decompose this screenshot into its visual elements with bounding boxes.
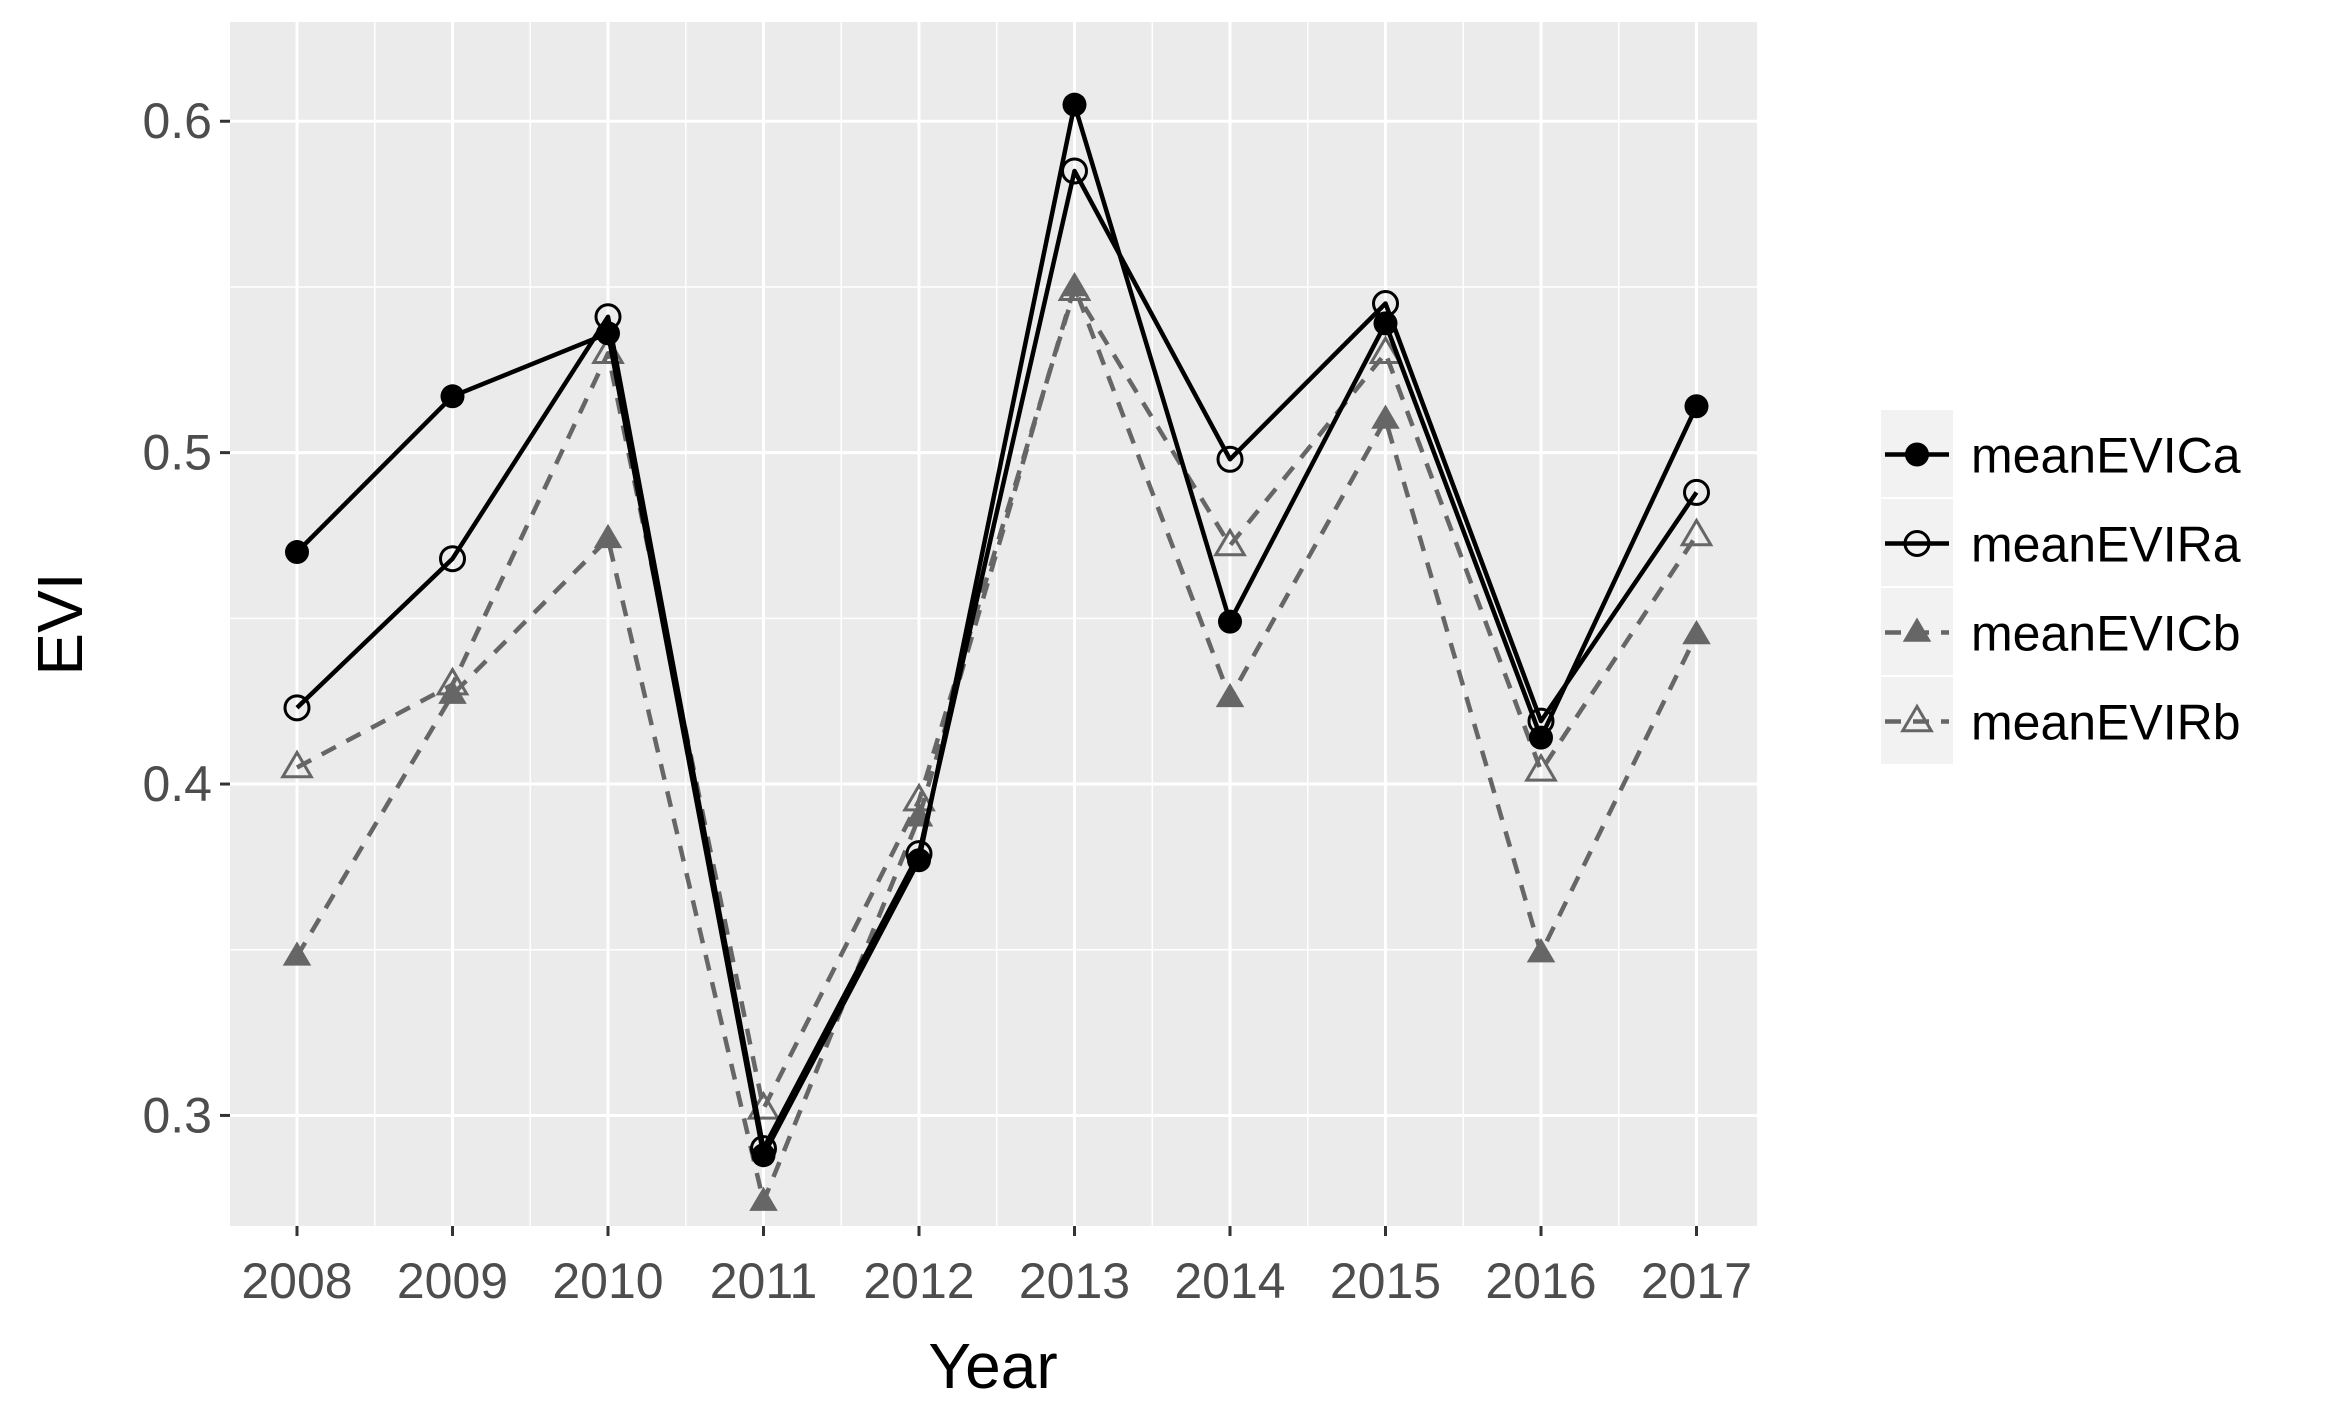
series-layer <box>280 92 1714 1211</box>
x-tick-label: 2014 <box>1174 1253 1285 1309</box>
plot-panel <box>230 22 1757 1226</box>
y-tick-label: 0.6 <box>142 93 212 149</box>
axis-labels: 0.3 0.4 0.5 0.6 2008 2009 2010 2011 2012 2013 2014… <box>142 93 1752 1309</box>
x-axis-title: Year <box>928 1330 1057 1402</box>
legend-label: meanEVIRb <box>1971 695 2241 751</box>
legend-label: meanEVICb <box>1971 606 2241 662</box>
x-tick-label: 2017 <box>1641 1253 1752 1309</box>
x-tick-label: 2016 <box>1485 1253 1596 1309</box>
data-point <box>1684 394 1709 419</box>
legend-key-marker <box>1902 617 1932 642</box>
legend-label: meanEVICa <box>1971 428 2241 484</box>
legend-label: meanEVIRa <box>1971 517 2241 573</box>
data-point <box>1215 682 1245 708</box>
data-point <box>1060 271 1089 297</box>
data-point <box>593 523 623 549</box>
data-point <box>282 941 312 966</box>
data-point <box>1682 619 1711 645</box>
grid-major <box>230 22 1757 1226</box>
x-tick-label: 2012 <box>863 1253 974 1309</box>
x-tick-label: 2015 <box>1330 1253 1441 1309</box>
legend-key-marker <box>1905 442 1929 467</box>
data-point <box>438 679 467 704</box>
data-point <box>749 1186 778 1211</box>
data-point <box>1524 752 1558 782</box>
y-tick-label: 0.5 <box>142 425 212 481</box>
data-point <box>440 384 465 409</box>
series-line <box>295 102 1699 1158</box>
legend-key-marker <box>1903 530 1931 557</box>
series-line <box>295 168 1699 1151</box>
y-tick-label: 0.4 <box>142 756 212 812</box>
legend-key-marker <box>1900 703 1934 733</box>
data-point <box>280 749 314 779</box>
data-point <box>1216 445 1244 473</box>
data-point <box>283 694 311 722</box>
x-tick-label: 2008 <box>241 1253 352 1309</box>
data-point <box>1526 938 1556 963</box>
data-point <box>596 321 620 346</box>
data-point <box>1213 527 1247 557</box>
x-tick-label: 2011 <box>710 1253 818 1309</box>
axis-ticks <box>220 119 1698 1236</box>
data-point <box>285 540 309 565</box>
x-tick-label: 2010 <box>552 1253 663 1309</box>
x-tick-label: 2013 <box>1019 1253 1130 1309</box>
data-point <box>1371 404 1400 429</box>
data-point <box>907 848 931 873</box>
legend: meanEVICa meanEVIRa meanEVICb meanEVIRb <box>1881 410 2241 764</box>
y-axis-title: EVI <box>24 572 96 675</box>
data-point <box>1679 517 1714 547</box>
series-meanEVIRa <box>283 157 1710 1163</box>
data-point <box>1683 478 1710 506</box>
grid-minor <box>230 22 1757 1226</box>
series-meanEVICa <box>285 92 1709 1168</box>
data-point <box>1529 725 1553 750</box>
data-point <box>751 1143 776 1168</box>
y-tick-label: 0.3 <box>142 1087 212 1143</box>
data-point <box>1373 311 1398 336</box>
data-point <box>1218 609 1242 634</box>
data-point <box>1368 335 1403 365</box>
data-point <box>439 545 466 573</box>
x-tick-label: 2009 <box>397 1253 508 1309</box>
data-point <box>1062 92 1087 117</box>
